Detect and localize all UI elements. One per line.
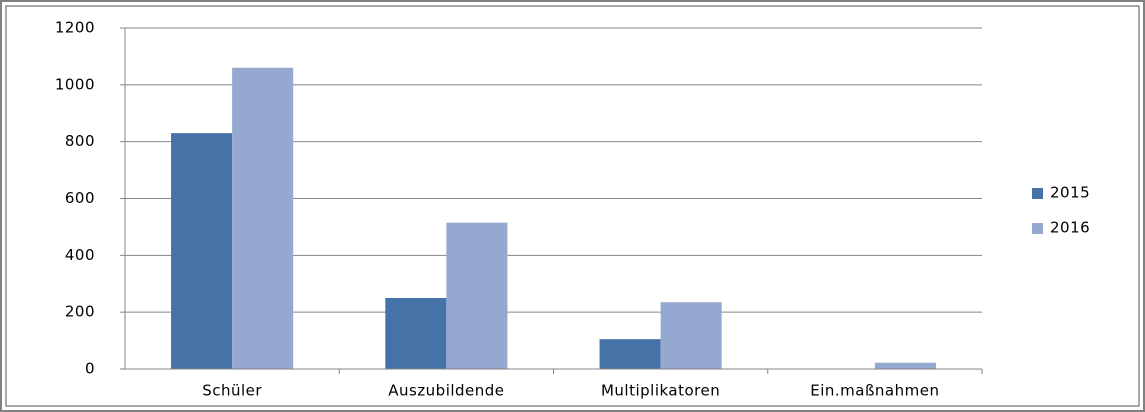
- x-tick-label: Schüler: [202, 382, 262, 400]
- y-tick-label: 400: [65, 246, 95, 264]
- y-tick-label: 800: [65, 132, 95, 150]
- x-tick-label: Multiplikatoren: [601, 382, 720, 400]
- bar: [599, 339, 661, 369]
- bar: [660, 302, 722, 369]
- y-tick-label: 1000: [55, 75, 95, 93]
- bar: [171, 133, 233, 369]
- y-tick-label: 600: [65, 189, 95, 207]
- legend-swatch: [1032, 188, 1043, 199]
- legend-swatch: [1032, 223, 1043, 234]
- x-tick-label: Ein.maßnahmen: [810, 382, 939, 400]
- bar: [446, 222, 508, 369]
- y-tick-label: 0: [85, 360, 95, 378]
- bar: [874, 362, 936, 369]
- bar: [232, 67, 294, 370]
- legend-label: 2016: [1050, 219, 1090, 237]
- bar: [385, 297, 447, 369]
- y-tick-label: 1200: [55, 19, 95, 37]
- plot-frame: [5, 5, 1140, 407]
- y-tick-label: 200: [65, 303, 95, 321]
- x-tick-label: Auszubildende: [388, 382, 504, 400]
- legend-label: 2015: [1050, 184, 1090, 202]
